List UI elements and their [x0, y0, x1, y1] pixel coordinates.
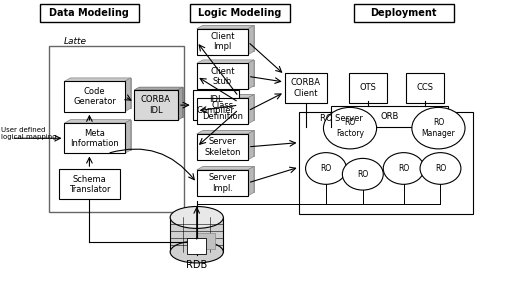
Ellipse shape	[342, 158, 383, 190]
Text: RO
Factory: RO Factory	[336, 118, 364, 138]
Ellipse shape	[170, 206, 223, 228]
Text: Data Modeling: Data Modeling	[50, 8, 129, 18]
Polygon shape	[178, 87, 183, 120]
Polygon shape	[248, 166, 254, 196]
Bar	[49, 46, 184, 212]
Ellipse shape	[420, 153, 461, 184]
Ellipse shape	[323, 107, 377, 149]
Bar	[197, 29, 248, 55]
Text: CORBA
Client: CORBA Client	[291, 78, 320, 98]
Text: CCS: CCS	[416, 83, 434, 92]
Text: Meta
Information: Meta Information	[70, 128, 119, 148]
Bar	[40, 4, 139, 22]
Polygon shape	[248, 130, 254, 160]
Text: RO: RO	[435, 164, 446, 173]
Bar	[170, 217, 223, 252]
Text: RO
Manager: RO Manager	[422, 118, 455, 138]
Text: Client
Stub: Client Stub	[210, 67, 235, 86]
Polygon shape	[248, 60, 254, 89]
Text: RO: RO	[320, 164, 332, 173]
Bar	[197, 63, 248, 89]
Bar	[59, 169, 120, 199]
Bar	[197, 98, 248, 124]
Ellipse shape	[383, 153, 424, 184]
Text: CORBA
IDL: CORBA IDL	[141, 95, 171, 115]
Text: Schema
Translator: Schema Translator	[68, 175, 110, 194]
Polygon shape	[64, 120, 131, 123]
Polygon shape	[125, 78, 131, 112]
Text: Latte: Latte	[64, 37, 87, 46]
Bar	[193, 90, 239, 120]
Polygon shape	[248, 25, 254, 55]
Bar	[406, 73, 444, 103]
Text: Code
Generator: Code Generator	[73, 87, 116, 106]
Polygon shape	[197, 60, 254, 63]
Bar	[285, 73, 327, 103]
Bar	[203, 94, 254, 120]
Bar	[64, 82, 125, 112]
Text: Logic Modeling: Logic Modeling	[198, 8, 282, 18]
Text: Client
Impl: Client Impl	[210, 32, 235, 52]
Bar	[71, 120, 131, 150]
Ellipse shape	[412, 107, 465, 149]
Ellipse shape	[306, 153, 346, 184]
Bar	[139, 87, 183, 118]
Bar	[331, 106, 448, 127]
Text: RO Server: RO Server	[320, 114, 363, 123]
Text: Server
Skeleton: Server Skeleton	[204, 137, 241, 157]
Bar	[349, 73, 387, 103]
Bar	[197, 233, 215, 249]
Bar	[354, 4, 454, 22]
Bar	[64, 123, 125, 153]
Bar	[299, 112, 473, 214]
Text: RO: RO	[357, 170, 368, 179]
Bar	[203, 25, 254, 51]
Polygon shape	[64, 78, 131, 81]
Text: IDL
Compiler: IDL Compiler	[197, 95, 235, 115]
Ellipse shape	[170, 241, 223, 263]
Bar	[134, 90, 178, 120]
Text: RDB: RDB	[186, 260, 207, 270]
Text: User defined
logical mapping: User defined logical mapping	[1, 126, 56, 140]
Polygon shape	[197, 130, 254, 134]
Polygon shape	[125, 120, 131, 153]
Bar	[203, 166, 254, 192]
Text: Server
Impl.: Server Impl.	[208, 173, 236, 193]
Polygon shape	[197, 25, 254, 29]
Polygon shape	[248, 94, 254, 124]
Text: ORB: ORB	[380, 112, 399, 121]
Polygon shape	[197, 166, 254, 170]
Bar	[197, 170, 248, 196]
Polygon shape	[197, 94, 254, 98]
Bar	[197, 134, 248, 160]
Text: Class
Definition: Class Definition	[202, 101, 243, 121]
Bar	[203, 130, 254, 156]
Polygon shape	[134, 87, 183, 90]
Bar	[71, 78, 131, 108]
Text: RO: RO	[398, 164, 409, 173]
Text: OTS: OTS	[359, 83, 377, 92]
Bar	[190, 4, 290, 22]
Bar	[188, 238, 206, 254]
Text: Deployment: Deployment	[370, 8, 437, 18]
Bar	[203, 60, 254, 86]
